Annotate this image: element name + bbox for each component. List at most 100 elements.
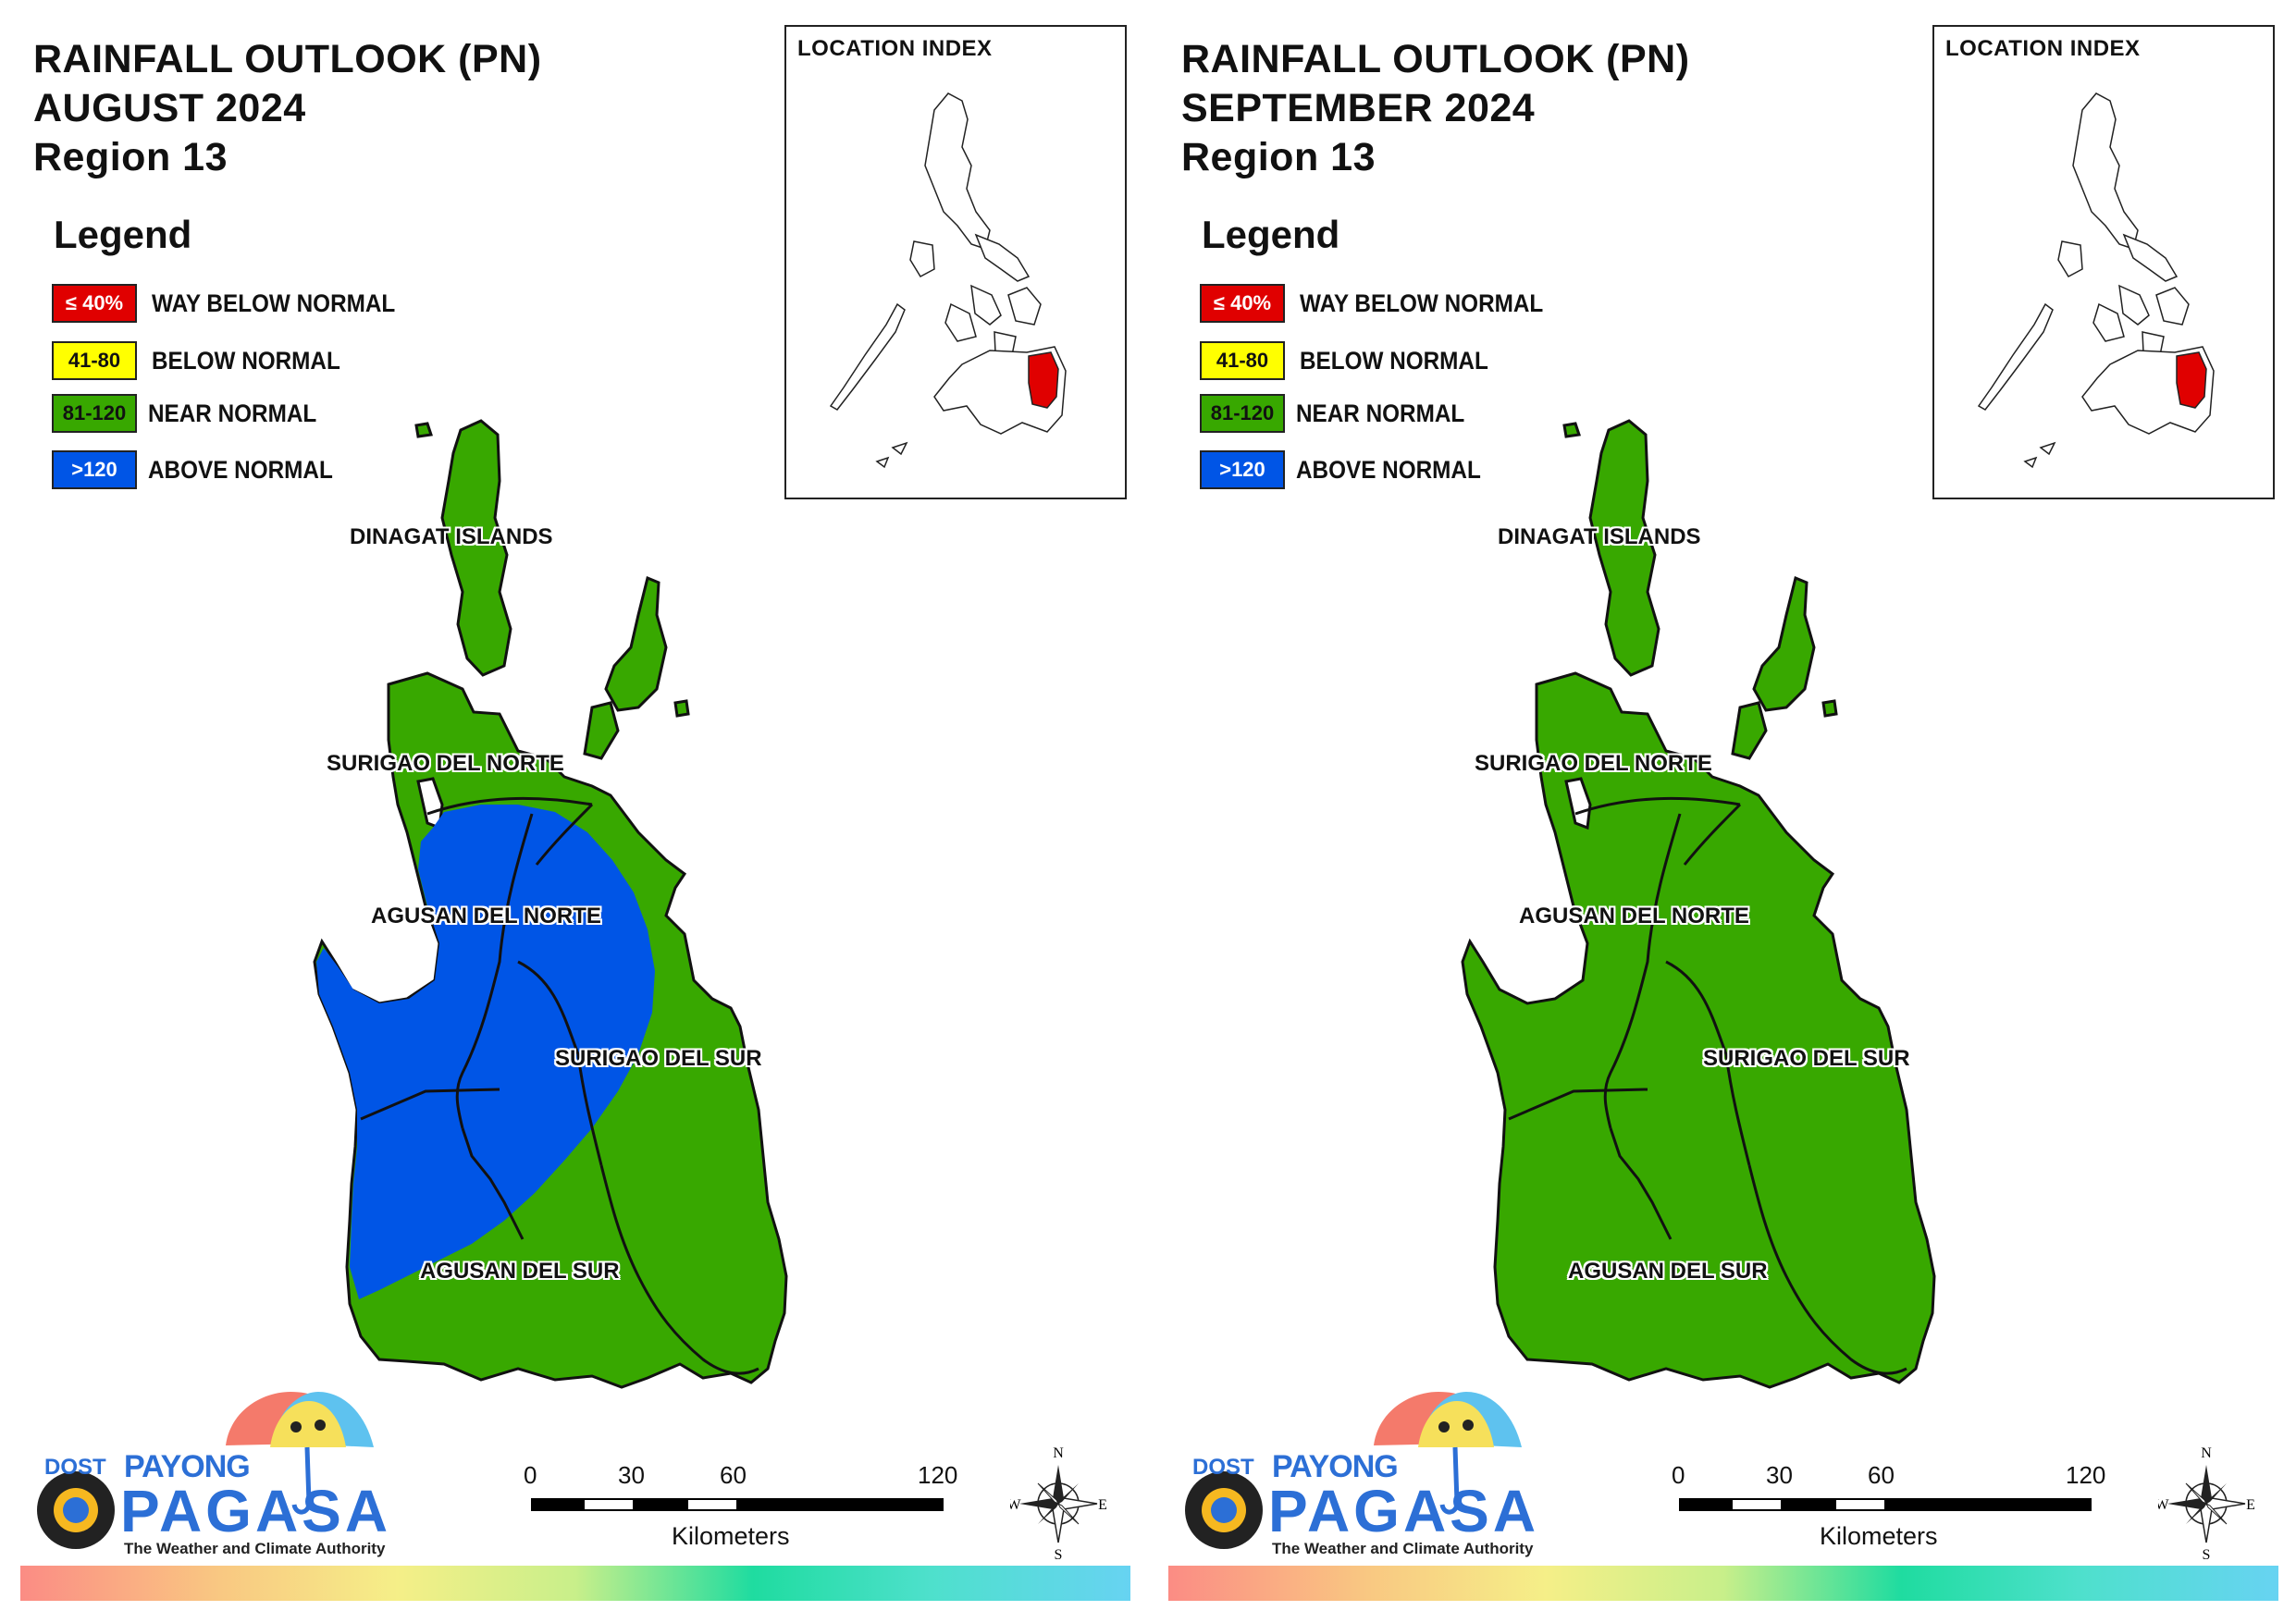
- legend-item-way-below-normal: ≤ 40% WAY BELOW NORMAL: [1200, 283, 1571, 324]
- svg-text:S: S: [2203, 1547, 2211, 1559]
- scale-segment: [531, 1498, 583, 1511]
- legend-item-below-normal: 41-80 BELOW NORMAL: [52, 340, 361, 381]
- dost-text: DOST: [1192, 1455, 1254, 1480]
- legend-swatch: ≤ 40%: [52, 284, 137, 323]
- compass-rose-icon: N S E W: [1006, 1445, 1106, 1563]
- scale-segment: [686, 1498, 738, 1511]
- legend-item-near-normal: 81-120 NEAR NORMAL: [52, 393, 336, 434]
- dinagat-islands-shape: [1588, 419, 1660, 677]
- legend-item-near-normal: 81-120 NEAR NORMAL: [1200, 393, 1484, 434]
- label-surigao-del-sur: SURIGAO DEL SUR: [555, 1046, 762, 1071]
- scale-segment: [1834, 1498, 1886, 1511]
- scale-segment: [1679, 1498, 1731, 1511]
- logo-tagline: The Weather and Climate Authority: [1272, 1540, 1534, 1557]
- scale-tick: 60: [1868, 1461, 1895, 1489]
- umbrella-icon: [37, 1392, 374, 1549]
- mainland-caraga-shape: [1461, 671, 1936, 1389]
- scale-units: Kilometers: [1820, 1522, 1938, 1550]
- map-title: RAINFALL OUTLOOK (PN) SEPTEMBER 2024 Reg…: [1181, 35, 1690, 182]
- svg-text:W: W: [2158, 1497, 2169, 1513]
- title-line-region: Region 13: [1181, 135, 1376, 179]
- legend-swatch: 81-120: [52, 394, 137, 433]
- scale-tick: 0: [1672, 1461, 1685, 1489]
- legend-title: Legend: [54, 213, 192, 256]
- legend-item-above-normal: >120 ABOVE NORMAL: [52, 449, 353, 490]
- payong-text: PAYONG: [1272, 1449, 1399, 1484]
- province-boundaries: [1508, 796, 1907, 1375]
- legend-item-above-normal: >120 ABOVE NORMAL: [1200, 449, 1501, 490]
- scale-tick: 30: [618, 1461, 645, 1489]
- scale-segment: [1886, 1498, 2092, 1511]
- scale-segment: [1731, 1498, 1783, 1511]
- scale-segment: [635, 1498, 686, 1511]
- compass-rose-icon: N S E W: [2154, 1445, 2254, 1563]
- scale-bar: 0 30 60 120 Kilometers: [524, 1461, 958, 1572]
- legend-label: WAY BELOW NORMAL: [1300, 289, 1544, 317]
- legend-label: BELOW NORMAL: [1300, 346, 1488, 375]
- label-dinagat-islands: DINAGAT ISLANDS: [350, 524, 553, 549]
- scale-units: Kilometers: [672, 1522, 790, 1550]
- svg-text:W: W: [1010, 1497, 1021, 1513]
- legend-swatch: >120: [52, 450, 137, 489]
- location-index-inset: LOCATION INDEX: [1932, 25, 2275, 499]
- region-13-highlight: [1028, 351, 1059, 409]
- svg-text:S: S: [1055, 1547, 1063, 1559]
- region-13-highlight: [2176, 351, 2207, 409]
- gradient-band: [1168, 1566, 2278, 1601]
- svg-text:N: N: [2201, 1445, 2212, 1461]
- pagasa-text: PAGASA: [1268, 1478, 1540, 1544]
- location-index-inset: LOCATION INDEX: [784, 25, 1127, 499]
- scale-tick: 120: [918, 1461, 958, 1489]
- scale-segment: [583, 1498, 635, 1511]
- dinagat-islands-shape: [440, 419, 512, 677]
- title-line-month: AUGUST 2024: [33, 86, 306, 130]
- outlook-panel-september: RAINFALL OUTLOOK (PN) SEPTEMBER 2024 Reg…: [1148, 0, 2296, 1623]
- label-agusan-del-norte: AGUSAN DEL NORTE: [1519, 904, 1749, 928]
- scale-segment: [738, 1498, 944, 1511]
- legend-swatch: ≤ 40%: [1200, 284, 1285, 323]
- siargao-island-shape: [1752, 575, 1816, 712]
- payong-pagasa-logo: DOST PAYONG PAGASA The Weather and Clima…: [1179, 1392, 1549, 1568]
- scale-bar: 0 30 60 120 Kilometers: [1672, 1461, 2106, 1572]
- payong-pagasa-logo: DOST PAYONG PAGASA The Weather and Clima…: [31, 1392, 401, 1568]
- title-line-region: Region 13: [33, 135, 228, 179]
- legend-item-way-below-normal: ≤ 40% WAY BELOW NORMAL: [52, 283, 423, 324]
- province-boundaries: [360, 796, 759, 1375]
- label-agusan-del-sur: AGUSAN DEL SUR: [1568, 1259, 1768, 1284]
- dost-text: DOST: [44, 1455, 106, 1480]
- logo-tagline: The Weather and Climate Authority: [124, 1540, 386, 1557]
- dost-seal-icon: [1185, 1471, 1263, 1549]
- dost-seal-icon: [37, 1471, 115, 1549]
- title-line-1: RAINFALL OUTLOOK (PN): [33, 37, 542, 81]
- scale-tick: 30: [1766, 1461, 1793, 1489]
- label-surigao-del-sur: SURIGAO DEL SUR: [1703, 1046, 1910, 1071]
- siargao-island-shape: [604, 575, 668, 712]
- legend-swatch: >120: [1200, 450, 1285, 489]
- outlook-panel-august: RAINFALL OUTLOOK (PN) AUGUST 2024 Region…: [20, 25, 1130, 1601]
- label-agusan-del-sur: AGUSAN DEL SUR: [420, 1259, 620, 1284]
- legend-label: NEAR NORMAL: [148, 399, 317, 427]
- legend-label: BELOW NORMAL: [152, 346, 340, 375]
- label-surigao-del-norte: SURIGAO DEL NORTE: [327, 751, 564, 776]
- title-line-month: SEPTEMBER 2024: [1181, 86, 1536, 130]
- inset-title: LOCATION INDEX: [797, 36, 993, 61]
- legend-title: Legend: [1202, 213, 1340, 256]
- legend-label: WAY BELOW NORMAL: [152, 289, 396, 317]
- philippines-inset-map: [829, 92, 1067, 469]
- gradient-band: [20, 1566, 1130, 1601]
- label-agusan-del-norte: AGUSAN DEL NORTE: [371, 904, 601, 928]
- legend-label: ABOVE NORMAL: [148, 455, 333, 484]
- svg-text:E: E: [2246, 1497, 2254, 1513]
- svg-text:N: N: [1053, 1445, 1064, 1461]
- pagasa-text: PAGASA: [120, 1478, 392, 1544]
- legend-label: ABOVE NORMAL: [1296, 455, 1481, 484]
- map-title: RAINFALL OUTLOOK (PN) AUGUST 2024 Region…: [33, 35, 542, 182]
- scale-tick: 0: [524, 1461, 537, 1489]
- philippines-inset-map: [1977, 92, 2215, 469]
- legend-swatch: 81-120: [1200, 394, 1285, 433]
- region-13-map: [1461, 419, 1936, 1389]
- legend-label: NEAR NORMAL: [1296, 399, 1465, 427]
- payong-text: PAYONG: [124, 1449, 251, 1484]
- scale-tick: 120: [2066, 1461, 2106, 1489]
- scale-tick: 60: [720, 1461, 747, 1489]
